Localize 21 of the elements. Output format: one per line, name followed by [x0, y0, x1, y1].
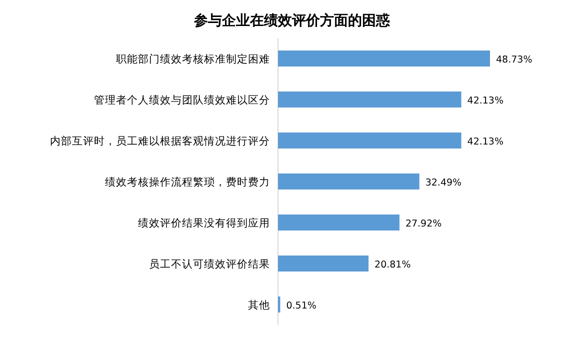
bar — [278, 132, 462, 148]
bar — [278, 256, 369, 272]
data-label: 42.13% — [467, 96, 504, 106]
data-label: 32.49% — [425, 178, 462, 188]
y-tick-label: 绩效评价结果没有得到应用 — [138, 216, 270, 230]
data-label: 20.81% — [374, 260, 411, 270]
y-tick-label: 内部互评时，员工难以根据客观情况进行评分 — [50, 134, 270, 148]
y-tick-label: 职能部门绩效考核标准制定困难 — [116, 52, 270, 66]
bar — [278, 50, 490, 66]
data-label: 0.51% — [286, 300, 316, 312]
y-tick-label: 管理者个人绩效与团队绩效难以区分 — [94, 94, 270, 106]
data-label: 48.73% — [496, 54, 532, 66]
bar — [278, 174, 420, 190]
y-tick-label: 其他 — [248, 298, 270, 312]
bar — [278, 92, 462, 108]
chart-title: 参与企业在绩效评价方面的困惑 — [193, 12, 391, 29]
bar — [278, 214, 400, 230]
y-tick-label: 绩效考核操作流程繁琐，费时费力 — [105, 176, 270, 188]
y-tick-label: 员工不认可绩效评价结果 — [149, 258, 270, 270]
data-label: 42.13% — [467, 136, 504, 148]
data-label: 27.92% — [405, 218, 442, 230]
